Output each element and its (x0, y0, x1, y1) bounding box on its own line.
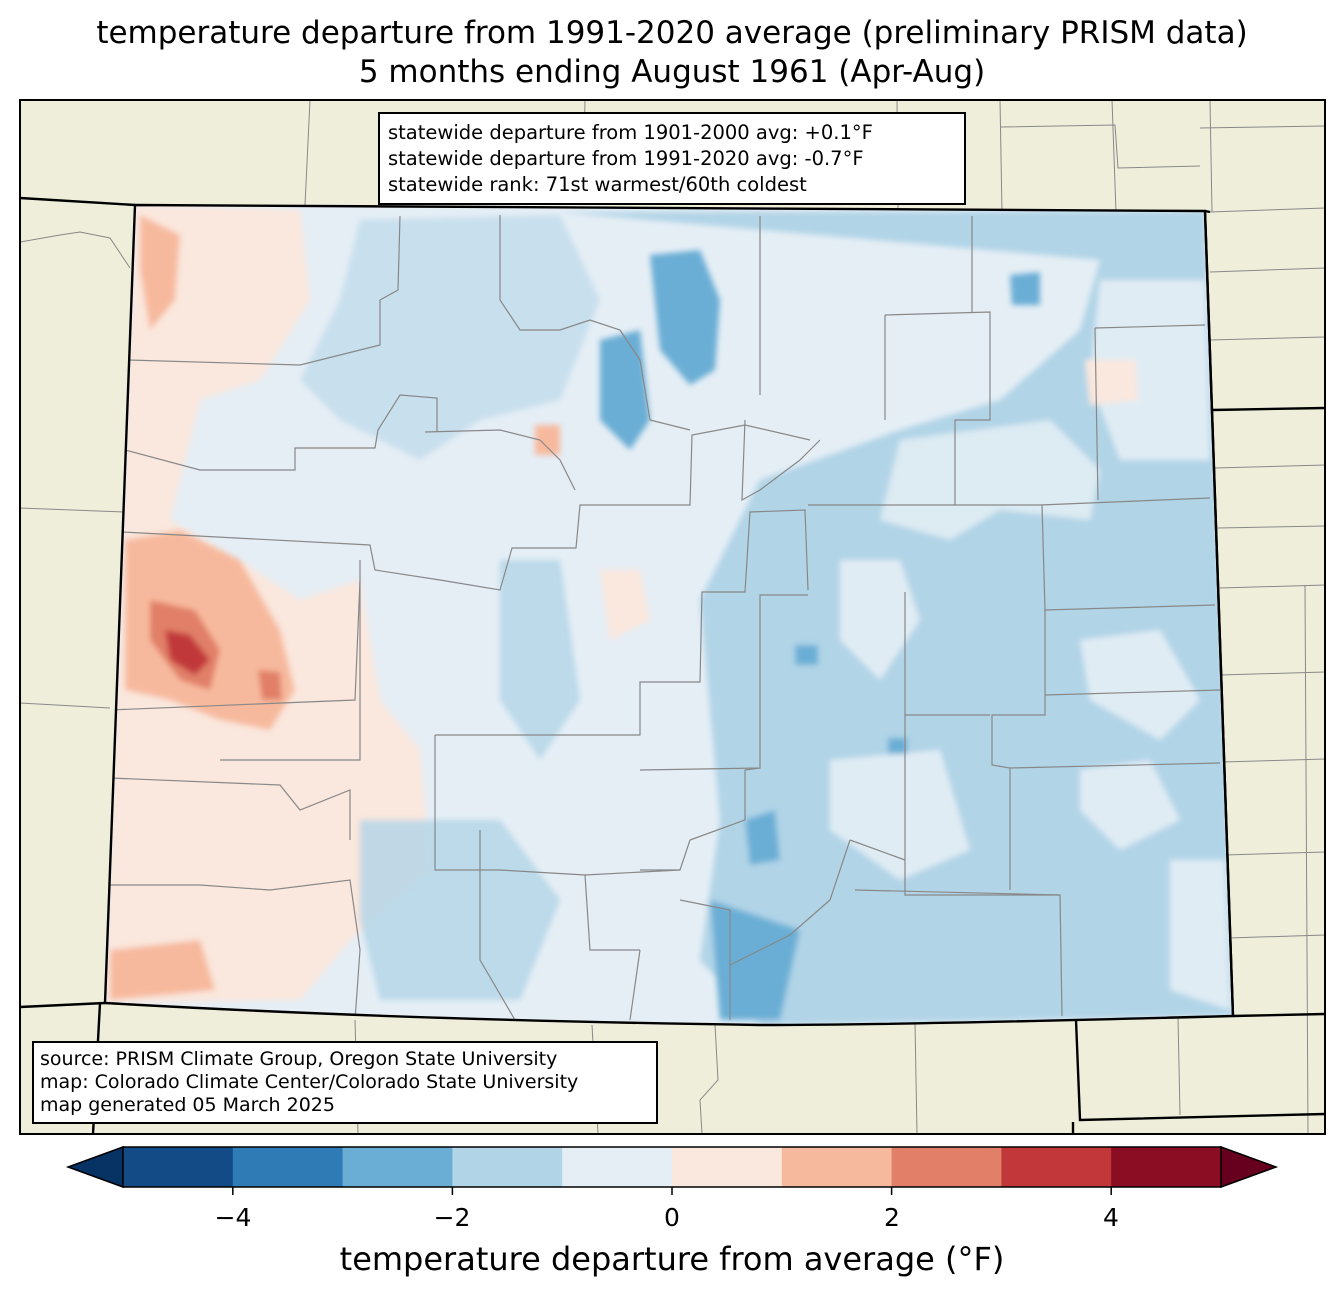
state-borders (20, 196, 1325, 1134)
source-line: source: PRISM Climate Group, Oregon Stat… (40, 1048, 558, 1070)
stat-rank: statewide rank: 71st warmest/60th coldes… (388, 173, 807, 196)
colorbar-bin (562, 1147, 673, 1187)
colorbar-over-arrow (1220, 1145, 1279, 1189)
colorado-county-lines (105, 215, 1221, 1021)
map-frame (20, 100, 1325, 1134)
generated-date-line: map generated 05 March 2025 (40, 1094, 335, 1116)
colorbar-bin (1111, 1147, 1222, 1187)
map-title-line-2: 5 months ending August 1961 (Apr-Aug) (358, 54, 986, 90)
map-frame-border (19, 99, 1326, 1135)
colorbar-bin (342, 1147, 453, 1187)
colorbar-bin (1001, 1147, 1112, 1187)
colorbar-bin (232, 1147, 344, 1187)
colorbar-under-arrow (65, 1145, 124, 1189)
colorbar-bin (891, 1147, 1002, 1187)
statewide-stats-box: statewide departure from 1901-2000 avg: … (378, 112, 966, 205)
map-credit-line: map: Colorado Climate Center/Colorado St… (40, 1071, 579, 1093)
map-title-line-1: temperature departure from 1991-2020 ave… (96, 15, 1248, 51)
colorbar-bin (452, 1147, 563, 1187)
colorbar (65, 1145, 1279, 1195)
colorbar-bin (123, 1147, 234, 1187)
colorbar-tick-label: −4 (214, 1203, 252, 1232)
stat-departure-1901-2000: statewide departure from 1901-2000 avg: … (388, 121, 873, 144)
colorado-border (103, 203, 1235, 1027)
colorbar-bin (781, 1147, 893, 1187)
colorbar-label: temperature departure from average (°F) (339, 1240, 1005, 1278)
source-box: source: PRISM Climate Group, Oregon Stat… (32, 1041, 658, 1124)
colorbar-bin (672, 1147, 783, 1187)
colorbar-tick-label: 2 (884, 1203, 900, 1232)
colorbar-tick-label: 0 (664, 1203, 680, 1232)
colorbar-tick-label: −2 (433, 1203, 471, 1232)
temperature-field (105, 205, 1233, 1025)
colorbar-tick-label: 4 (1103, 1203, 1119, 1232)
stat-departure-1991-2020: statewide departure from 1991-2020 avg: … (388, 147, 864, 170)
